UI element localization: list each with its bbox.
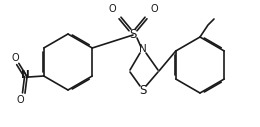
Text: S: S	[129, 28, 137, 41]
Text: O: O	[108, 4, 116, 14]
Text: N: N	[139, 44, 147, 54]
Text: N: N	[21, 70, 30, 80]
Text: O: O	[17, 95, 24, 105]
Text: O: O	[150, 4, 158, 14]
Text: S: S	[139, 83, 147, 97]
Text: O: O	[12, 53, 20, 63]
